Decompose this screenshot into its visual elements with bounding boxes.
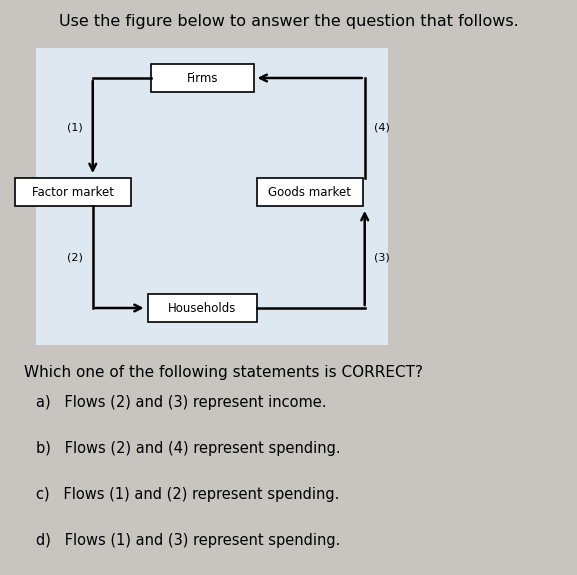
Text: (3): (3) — [374, 252, 390, 262]
Bar — [151, 64, 254, 92]
Text: Households: Households — [168, 301, 237, 315]
Text: Firms: Firms — [186, 71, 218, 85]
Text: (4): (4) — [374, 123, 390, 133]
Bar — [148, 294, 257, 322]
Text: Use the figure below to answer the question that follows.: Use the figure below to answer the quest… — [58, 14, 518, 29]
Bar — [257, 178, 363, 206]
Text: Factor market: Factor market — [32, 186, 114, 198]
Bar — [16, 178, 131, 206]
Text: c)   Flows (1) and (2) represent spending.: c) Flows (1) and (2) represent spending. — [36, 487, 339, 502]
Text: (2): (2) — [67, 252, 83, 262]
Text: a)   Flows (2) and (3) represent income.: a) Flows (2) and (3) represent income. — [36, 395, 327, 410]
Bar — [36, 48, 388, 345]
Text: d)   Flows (1) and (3) represent spending.: d) Flows (1) and (3) represent spending. — [36, 533, 340, 548]
Text: b)   Flows (2) and (4) represent spending.: b) Flows (2) and (4) represent spending. — [36, 441, 340, 456]
Text: Goods market: Goods market — [268, 186, 351, 198]
Text: (1): (1) — [68, 123, 83, 133]
Text: Which one of the following statements is CORRECT?: Which one of the following statements is… — [24, 365, 424, 380]
